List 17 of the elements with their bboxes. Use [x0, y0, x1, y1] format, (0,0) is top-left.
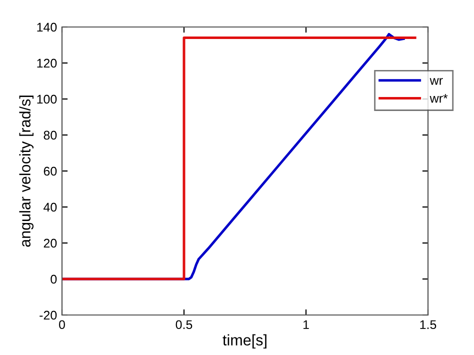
y-tick-label: 0: [50, 274, 57, 284]
y-tick-label: 80: [44, 130, 57, 140]
x-tick-label: 0: [59, 320, 65, 330]
x-axis-title: time[s]: [222, 334, 266, 349]
y-axis-title: angular velocity [rad/s]: [19, 96, 34, 247]
text: wr*: [430, 94, 448, 103]
x-tick-label: 1: [303, 320, 309, 329]
y-tick-label: 40: [44, 202, 57, 212]
y-tick-label: 60: [44, 166, 57, 176]
y-tick-label: 120: [37, 58, 57, 68]
y-tick-label: 100: [37, 94, 57, 104]
y-tick-label: -20: [40, 310, 57, 320]
legend-label: wr: [430, 78, 443, 85]
y-tick-label: 20: [44, 238, 57, 248]
x-tick-label: 1.5: [420, 320, 436, 330]
y-tick-label: 140: [37, 22, 57, 32]
x-tick-label: 0.5: [176, 320, 192, 330]
